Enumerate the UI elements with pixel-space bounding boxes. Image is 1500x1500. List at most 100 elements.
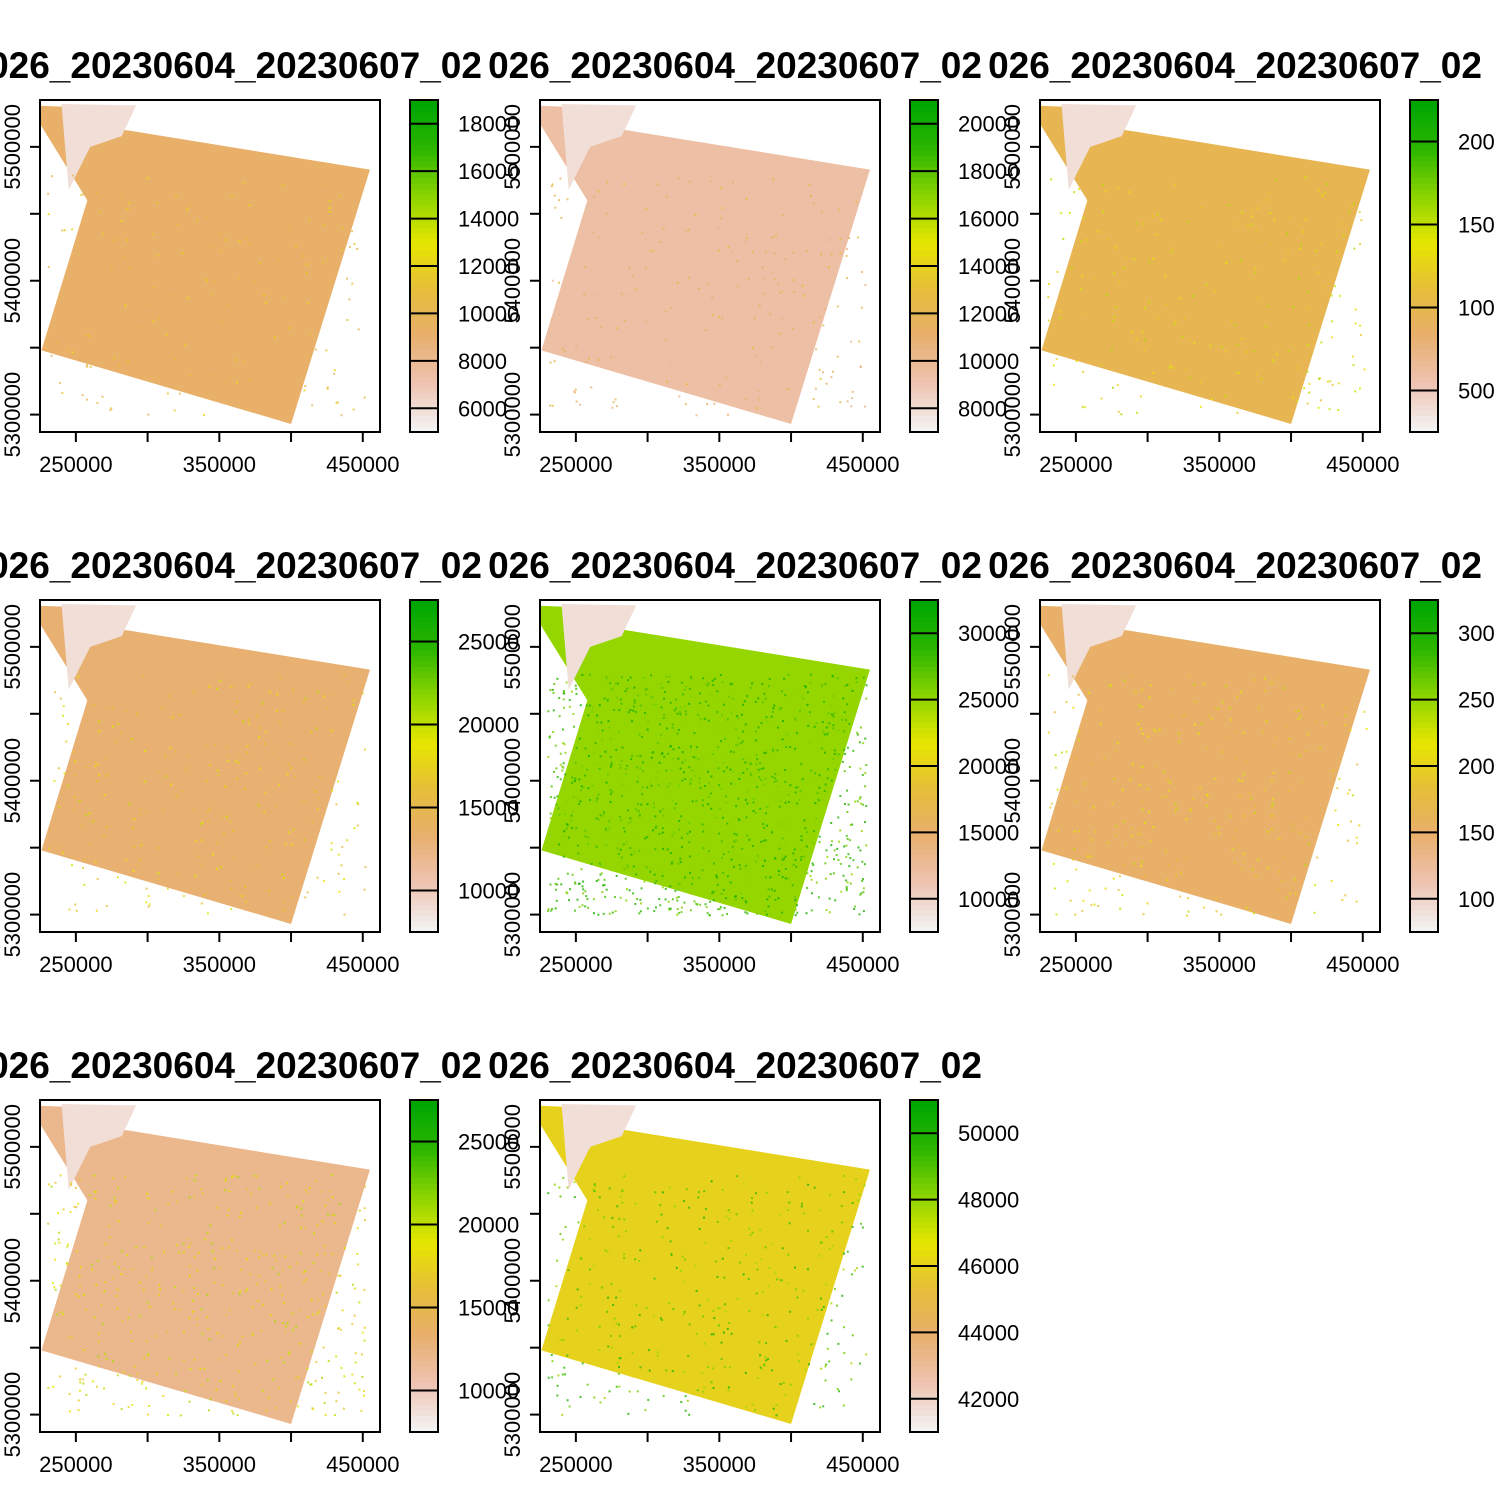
raster-footprint: [1040, 105, 1370, 424]
legend-tick-label: 50000: [958, 1121, 1019, 1146]
panel-title: 026_20230604_20230607_02: [0, 545, 482, 586]
x-tick-label: 350000: [683, 452, 756, 477]
y-tick-label: 5400000: [0, 738, 25, 824]
raster-panel: 026_20230604_20230607_02 250000 350000 4500…: [0, 545, 519, 977]
water-bay: [61, 104, 137, 190]
water-bay: [561, 1104, 637, 1190]
legend-tick-label: 10000: [958, 887, 1019, 912]
y-tick-label: 5500000: [0, 104, 25, 190]
plot-frame: [1039, 599, 1381, 933]
legend-colorbar: 42000 44000 46000 48000 50000: [909, 1099, 1019, 1433]
y-tick-label: 5400000: [0, 238, 25, 324]
legend-tick-label: 12000: [958, 301, 1019, 326]
panel-title: 026_20230604_20230607_02: [488, 545, 982, 586]
panel-title: 026_20230604_20230607_02: [488, 45, 982, 86]
plot-frame: [539, 599, 881, 933]
x-tick-label: 250000: [1039, 452, 1112, 477]
plot-frame: [39, 599, 381, 933]
y-tick-label: 5400000: [1000, 738, 1025, 824]
y-tick-label: 5500000: [500, 604, 525, 690]
legend-tick-label: 25000: [958, 688, 1019, 713]
legend-tick-label: 10000: [958, 349, 1019, 374]
legend-colorbar: 500 100 150 200: [1409, 99, 1495, 433]
x-tick-label: 250000: [39, 1452, 112, 1477]
legend-tick-label: 150: [1458, 213, 1495, 238]
raster-footprint: [540, 105, 870, 424]
y-tick-label: 5500000: [1000, 104, 1025, 190]
x-tick-label: 350000: [1183, 452, 1256, 477]
raster-panel: 026_20230604_20230607_02 250000 350000 4500…: [488, 45, 1019, 477]
legend-tick-label: 30000: [958, 621, 1019, 646]
y-tick-label: 5300000: [500, 372, 525, 458]
water-bay: [61, 604, 137, 690]
water-bay: [1061, 604, 1137, 690]
x-tick-label: 250000: [539, 452, 612, 477]
y-tick-label: 5400000: [1000, 238, 1025, 324]
legend-colorbar: 10000 15000 20000 25000 30000: [909, 599, 1019, 933]
legend-tick-label: 100: [1458, 887, 1495, 912]
x-tick-label: 450000: [326, 952, 399, 977]
y-tick-label: 5300000: [0, 872, 25, 958]
legend-tick-label: 46000: [958, 1254, 1019, 1279]
panel-title: 026_20230604_20230607_02: [488, 1045, 982, 1086]
y-tick-label: 5500000: [500, 104, 525, 190]
x-tick-label: 250000: [539, 952, 612, 977]
x-tick-label: 250000: [539, 1452, 612, 1477]
raster-panel: 026_20230604_20230607_02 250000 350000 4500…: [988, 45, 1495, 477]
legend-colorbar: 100 150 200 250 300: [1409, 599, 1495, 933]
raster-footprint: [40, 605, 370, 924]
x-tick-label: 250000: [1039, 952, 1112, 977]
legend-tick-label: 300: [1458, 621, 1495, 646]
x-tick-label: 250000: [39, 452, 112, 477]
y-tick-label: 5500000: [0, 604, 25, 690]
legend-tick-label: 20000: [458, 713, 519, 738]
plot-frame: [539, 99, 881, 433]
water-bay: [1061, 104, 1137, 190]
legend-tick-label: 10000: [458, 1379, 519, 1404]
water-bay: [561, 604, 637, 690]
legend-tick-label: 16000: [458, 159, 519, 184]
x-tick-label: 350000: [683, 952, 756, 977]
legend-tick-label: 8000: [958, 396, 1007, 421]
water-bay: [561, 104, 637, 190]
legend-tick-label: 100: [1458, 296, 1495, 321]
raster-footprint: [40, 105, 370, 424]
y-tick-label: 5400000: [500, 1238, 525, 1324]
y-tick-label: 5500000: [500, 1104, 525, 1190]
x-tick-label: 250000: [39, 952, 112, 977]
y-tick-label: 5300000: [1000, 872, 1025, 958]
x-tick-label: 450000: [1326, 952, 1399, 977]
raster-footprint: [540, 1105, 870, 1424]
panel-title: 026_20230604_20230607_02: [0, 1045, 482, 1086]
legend-tick-label: 250: [1458, 688, 1495, 713]
raster-panel: 026_20230604_20230607_02 250000 350000 4500…: [0, 45, 519, 477]
x-tick-label: 350000: [1183, 952, 1256, 977]
legend-tick-label: 25000: [458, 630, 519, 655]
legend-tick-label: 10000: [458, 301, 519, 326]
panel-title: 026_20230604_20230607_02: [988, 45, 1482, 86]
x-tick-label: 450000: [326, 452, 399, 477]
y-tick-label: 5300000: [500, 872, 525, 958]
legend-colorbar: 8000 10000 12000 14000 16000 18000 20000: [909, 99, 1019, 433]
y-tick-label: 5400000: [500, 238, 525, 324]
y-tick-label: 5300000: [1000, 372, 1025, 458]
legend-colorbar: 10000 15000 20000 25000: [409, 1099, 519, 1433]
plot-frame: [1039, 99, 1381, 433]
raster-panel: 026_20230604_20230607_02 250000 350000 4500…: [0, 1045, 519, 1477]
legend-tick-label: 200: [1458, 130, 1495, 155]
plot-frame: [39, 99, 381, 433]
legend-tick-label: 10000: [458, 879, 519, 904]
raster-footprint: [40, 1105, 370, 1424]
panel-title: 026_20230604_20230607_02: [988, 545, 1482, 586]
legend-tick-label: 20000: [958, 112, 1019, 137]
y-tick-label: 5400000: [500, 738, 525, 824]
legend-tick-label: 20000: [458, 1213, 519, 1238]
legend-tick-label: 15000: [958, 820, 1019, 845]
legend-tick-label: 8000: [458, 349, 507, 374]
raster-panel: 026_20230604_20230607_02 250000 350000 4500…: [988, 545, 1495, 977]
y-tick-label: 5500000: [0, 1104, 25, 1190]
legend-tick-label: 200: [1458, 754, 1495, 779]
x-tick-label: 450000: [1326, 452, 1399, 477]
legend-colorbar: 10000 15000 20000 25000: [409, 599, 519, 933]
